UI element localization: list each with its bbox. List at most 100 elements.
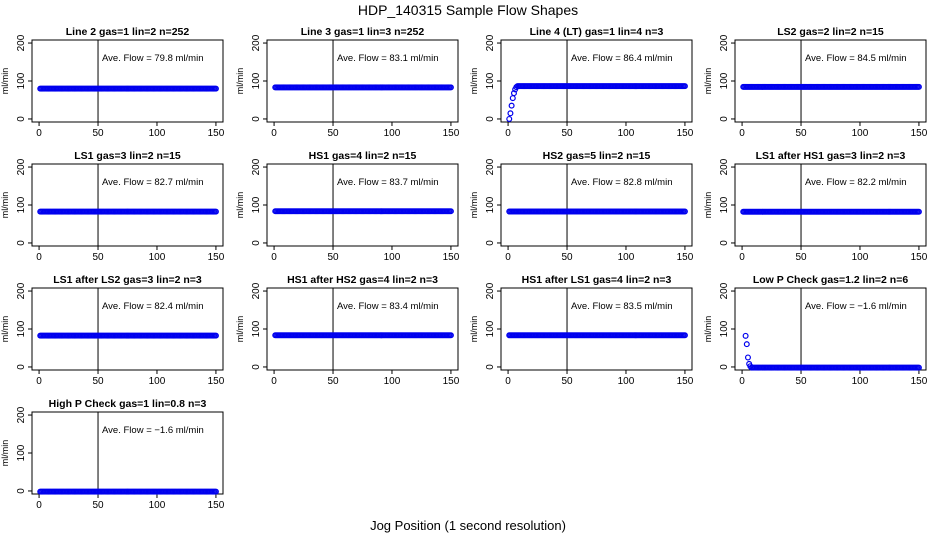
x-tick-label: 0 xyxy=(739,252,745,263)
y-axis-label: ml/min xyxy=(235,316,245,343)
x-tick-label: 100 xyxy=(618,252,635,263)
data-point xyxy=(681,83,688,90)
average-flow-annotation: Ave. Flow = 82.7 ml/min xyxy=(102,177,203,188)
y-tick-label: 200 xyxy=(16,158,27,175)
data-point xyxy=(447,208,454,215)
y-axis-label: ml/min xyxy=(703,192,713,219)
plot-panel-4: LS2 gas=2 lin=2 n=15 0 50 100 150 0 100 200 ml/m… xyxy=(703,26,928,139)
y-tick-label: 0 xyxy=(485,364,496,370)
y-tick-label: 0 xyxy=(719,116,730,122)
data-point xyxy=(506,115,513,122)
average-flow-annotation: Ave. Flow = 83.7 ml/min xyxy=(337,177,438,188)
y-tick-label: 0 xyxy=(251,116,262,122)
x-tick-label: 100 xyxy=(149,252,166,263)
y-tick-label: 100 xyxy=(719,196,730,213)
y-axis-label: ml/min xyxy=(469,192,479,219)
plot-panel-1: Line 2 gas=1 lin=2 n=252 0 50 100 150 0 100 200… xyxy=(0,26,225,139)
y-axis-label: ml/min xyxy=(0,68,10,95)
panel-title: HS1 gas=4 lin=2 n=15 xyxy=(309,150,417,162)
x-tick-label: 100 xyxy=(384,128,401,139)
y-tick-label: 100 xyxy=(485,72,496,89)
x-tick-label: 50 xyxy=(561,252,573,263)
average-flow-annotation: Ave. Flow = 84.5 ml/min xyxy=(805,53,906,64)
plot-panel-6: HS1 gas=4 lin=2 n=15 0 50 100 150 0 100 200 ml/m… xyxy=(235,150,460,263)
y-tick-label: 200 xyxy=(719,158,730,175)
y-tick-label: 200 xyxy=(485,282,496,299)
x-tick-label: 0 xyxy=(36,128,42,139)
x-tick-label: 50 xyxy=(795,128,807,139)
y-tick-label: 100 xyxy=(16,320,27,337)
y-tick-label: 100 xyxy=(251,320,262,337)
y-tick-label: 0 xyxy=(16,116,27,122)
y-axis-label: ml/min xyxy=(0,316,10,343)
x-tick-label: 0 xyxy=(36,376,42,387)
y-tick-label: 0 xyxy=(16,364,27,370)
x-axis-label: Jog Position (1 second resolution) xyxy=(370,518,566,533)
y-tick-label: 0 xyxy=(16,240,27,246)
data-point xyxy=(510,90,517,97)
plot-panel-12: Low P Check gas=1.2 lin=2 n=6 0 50 100 150 0 1… xyxy=(703,274,928,387)
panel-title: Line 4 (LT) gas=1 lin=4 n=3 xyxy=(530,26,664,38)
panel-title: HS1 after HS2 gas=4 lin=2 n=3 xyxy=(287,274,438,286)
panel-title: LS1 gas=3 lin=2 n=15 xyxy=(74,150,181,162)
x-tick-label: 50 xyxy=(92,500,104,511)
y-tick-label: 0 xyxy=(251,240,262,246)
panel-title: Line 2 gas=1 lin=2 n=252 xyxy=(66,26,190,38)
y-tick-label: 200 xyxy=(719,34,730,51)
x-tick-label: 0 xyxy=(271,128,277,139)
x-tick-label: 50 xyxy=(327,128,339,139)
data-point xyxy=(681,332,688,339)
panel-title: LS1 after HS1 gas=3 lin=2 n=3 xyxy=(756,150,906,162)
x-tick-label: 100 xyxy=(384,252,401,263)
x-tick-label: 0 xyxy=(271,252,277,263)
x-tick-label: 0 xyxy=(36,500,42,511)
y-tick-label: 0 xyxy=(485,240,496,246)
x-tick-label: 150 xyxy=(911,376,928,387)
x-tick-label: 50 xyxy=(327,376,339,387)
y-tick-label: 200 xyxy=(251,34,262,51)
average-flow-annotation: Ave. Flow = −1.6 ml/min xyxy=(805,301,907,312)
data-point xyxy=(915,208,922,215)
average-flow-annotation: Ave. Flow = 83.4 ml/min xyxy=(337,301,438,312)
x-tick-label: 150 xyxy=(677,376,694,387)
x-tick-label: 100 xyxy=(852,376,869,387)
panel-title: HS2 gas=5 lin=2 n=15 xyxy=(543,150,651,162)
x-tick-label: 100 xyxy=(149,376,166,387)
plot-panel-3: Line 4 (LT) gas=1 lin=4 n=3 0 50 100 150 0 100… xyxy=(469,26,694,139)
x-tick-label: 150 xyxy=(208,252,225,263)
x-tick-label: 0 xyxy=(739,376,745,387)
average-flow-annotation: Ave. Flow = 82.2 ml/min xyxy=(805,177,906,188)
data-point xyxy=(915,83,922,90)
panel-title: Line 3 gas=1 lin=3 n=252 xyxy=(301,26,425,38)
x-tick-label: 0 xyxy=(739,128,745,139)
x-tick-label: 50 xyxy=(795,252,807,263)
y-tick-label: 200 xyxy=(16,406,27,423)
x-tick-label: 0 xyxy=(505,252,511,263)
y-tick-label: 200 xyxy=(485,34,496,51)
x-tick-label: 100 xyxy=(149,128,166,139)
data-point xyxy=(742,332,749,339)
average-flow-annotation: Ave. Flow = 83.1 ml/min xyxy=(337,53,438,64)
x-tick-label: 0 xyxy=(505,376,511,387)
y-tick-label: 100 xyxy=(251,196,262,213)
x-tick-label: 150 xyxy=(911,252,928,263)
y-tick-label: 0 xyxy=(719,364,730,370)
average-flow-annotation: Ave. Flow = 82.8 ml/min xyxy=(571,177,672,188)
data-point xyxy=(212,85,219,92)
x-tick-label: 100 xyxy=(384,376,401,387)
plot-panel-11: HS1 after LS1 gas=4 lin=2 n=3 0 50 100 150 0 1… xyxy=(469,274,694,387)
average-flow-annotation: Ave. Flow = 86.4 ml/min xyxy=(571,53,672,64)
y-tick-label: 100 xyxy=(16,196,27,213)
y-tick-label: 200 xyxy=(16,34,27,51)
x-tick-label: 150 xyxy=(208,128,225,139)
average-flow-annotation: Ave. Flow = 79.8 ml/min xyxy=(102,53,203,64)
plot-panel-5: LS1 gas=3 lin=2 n=15 0 50 100 150 0 100 200 ml/m… xyxy=(0,150,225,263)
x-tick-label: 150 xyxy=(208,376,225,387)
average-flow-annotation: Ave. Flow = −1.6 ml/min xyxy=(102,425,204,436)
y-axis-label: ml/min xyxy=(0,192,10,219)
x-tick-label: 100 xyxy=(618,376,635,387)
average-flow-annotation: Ave. Flow = 83.5 ml/min xyxy=(571,301,672,312)
y-tick-label: 100 xyxy=(16,72,27,89)
y-tick-label: 100 xyxy=(485,196,496,213)
